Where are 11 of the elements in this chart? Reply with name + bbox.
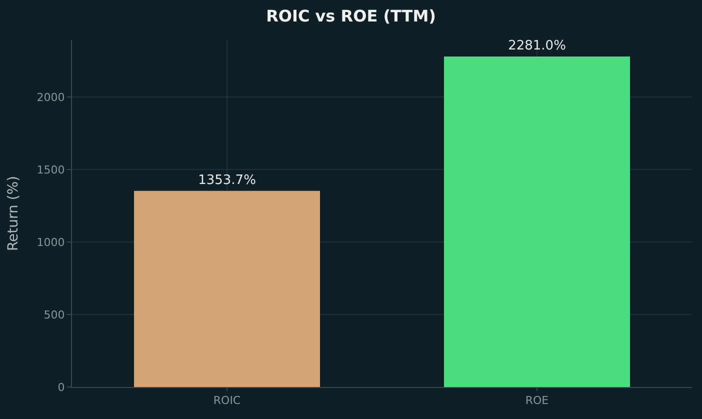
y-tick-label: 2000 [36, 91, 65, 104]
x-tick-label: ROE [525, 394, 549, 408]
y-tick-label: 0 [58, 380, 65, 394]
y-tick-label: 1000 [36, 236, 65, 249]
y-tick-label: 1500 [36, 164, 65, 177]
data-label: 2281.0% [508, 38, 566, 54]
data-label: 1353.7% [198, 172, 256, 188]
y-tick-label: 500 [44, 308, 65, 322]
y-axis-title: Return (%) [5, 176, 22, 252]
chart-title: ROIC vs ROE (TTM) [266, 6, 436, 26]
x-tick-label: ROIC [213, 394, 241, 408]
